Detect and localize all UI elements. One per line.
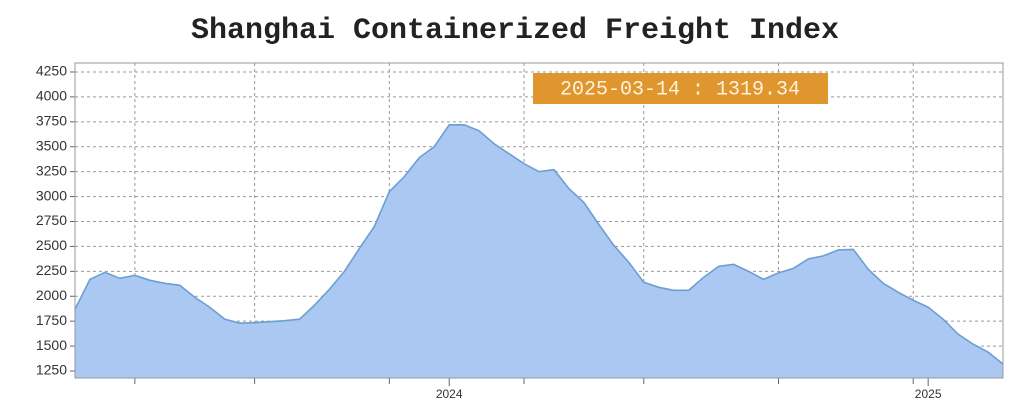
annotation-box [533, 73, 828, 104]
y-tick-label: 2000 [36, 287, 67, 303]
y-tick-label: 2750 [36, 212, 67, 228]
y-tick-label: 3750 [36, 113, 67, 129]
y-tick-label: 3500 [36, 137, 67, 153]
y-tick-label: 3000 [36, 187, 67, 203]
area [75, 124, 1003, 378]
y-tick-label: 3250 [36, 162, 67, 178]
x-tick-label: 2025 [915, 387, 942, 401]
y-tick-label: 1750 [36, 312, 67, 328]
line [74, 124, 1004, 365]
y-tick-label: 1250 [36, 362, 67, 378]
y-tick-label: 4250 [36, 63, 67, 79]
y-tick-label: 1500 [36, 337, 67, 353]
y-tick-label: 2500 [36, 237, 67, 253]
annotation: 2025-03-14 : 1319.34 [560, 78, 800, 101]
x-tick-label: 2024 [436, 387, 463, 401]
y-tick-label: 4000 [36, 88, 67, 104]
y-tick-label: 2250 [36, 262, 67, 278]
plot-border [74, 62, 1004, 379]
chart-title: Shanghai Containerized Freight Index [191, 14, 839, 48]
